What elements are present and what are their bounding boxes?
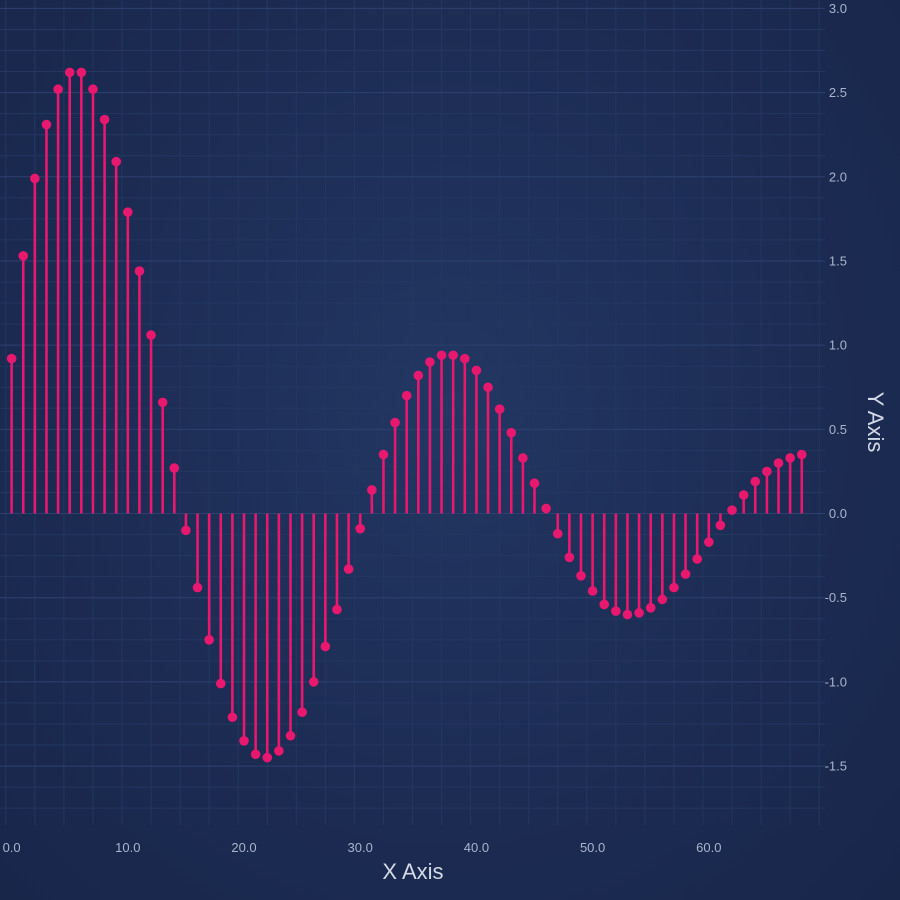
stem-marker (239, 736, 249, 746)
stem-marker (169, 463, 180, 473)
stem-marker (785, 453, 795, 463)
stem-marker (599, 599, 610, 610)
stem-marker (471, 365, 482, 376)
stem-marker (518, 453, 528, 463)
stem-marker (355, 523, 366, 534)
stem-marker (762, 466, 772, 477)
stem-marker (773, 458, 784, 468)
stem-marker (111, 156, 121, 167)
y-tick-label: -1.0 (825, 674, 847, 689)
stem-marker (320, 641, 331, 652)
stem-marker (332, 604, 342, 615)
stem-marker (413, 370, 424, 381)
stem-marker (494, 404, 505, 414)
stem-marker (146, 330, 156, 340)
y-tick-label: -1.5 (825, 759, 847, 774)
y-tick-label: 0.0 (829, 506, 847, 521)
stem-marker (692, 554, 702, 564)
stem-marker (30, 173, 40, 184)
stem-marker (634, 608, 644, 618)
y-tick-label: -0.5 (825, 590, 847, 605)
stem-marker (192, 582, 203, 593)
stem-marker (425, 357, 435, 367)
stem-marker (343, 564, 354, 574)
stem-marker (378, 449, 389, 460)
x-tick-label: 50.0 (580, 840, 605, 855)
stem-marker (99, 114, 110, 125)
stem-marker (134, 266, 145, 276)
x-tick-label: 0.0 (3, 840, 21, 855)
stem-marker (715, 520, 726, 531)
stem-marker (727, 505, 737, 515)
stem-marker (367, 485, 377, 495)
stem-marker (53, 84, 63, 95)
x-axis-title: X Axis (382, 859, 443, 884)
x-tick-label: 60.0 (696, 840, 721, 855)
stem-marker (738, 490, 749, 500)
stem-marker (669, 582, 679, 593)
stem-marker (157, 397, 168, 408)
stem-marker (622, 609, 633, 620)
stem-marker (483, 382, 493, 393)
stem-marker (704, 537, 714, 547)
stem-marker (552, 528, 563, 539)
x-tick-label: 20.0 (231, 840, 256, 855)
stem-marker (564, 552, 575, 563)
stem-marker (227, 712, 238, 723)
x-axis-ticks: 0.0 10.0 20.0 30.0 40.0 50.0 60.0 (3, 840, 722, 855)
x-tick-label: 40.0 (464, 840, 489, 855)
y-axis-title: Y Axis (863, 392, 888, 453)
stem-marker (41, 119, 52, 130)
stem-marker (541, 503, 551, 514)
series-stems (6, 67, 807, 763)
y-tick-label: 1.0 (829, 338, 847, 353)
stem-marker (285, 730, 296, 741)
x-tick-label: 30.0 (348, 840, 373, 855)
stem-marker (76, 67, 87, 78)
stem-marker (297, 707, 307, 717)
stem-marker (401, 390, 412, 401)
stem-marker (459, 353, 470, 364)
stem-marker (611, 606, 621, 616)
y-tick-label: 0.5 (829, 422, 847, 437)
stem-marker (448, 350, 458, 361)
stem-marker (18, 251, 29, 261)
stem-marker (64, 67, 75, 78)
stem-marker (506, 427, 517, 438)
y-tick-label: 1.5 (829, 253, 847, 268)
stem-marker (181, 525, 191, 536)
stem-marker (680, 569, 691, 579)
stem-marker (308, 677, 319, 687)
stem-marker (88, 84, 98, 95)
stem-marker (6, 353, 17, 364)
stem-marker (576, 571, 586, 581)
y-tick-label: 2.5 (829, 85, 847, 100)
stem-marker (657, 594, 668, 605)
stem-marker (750, 476, 761, 487)
y-axis-ticks: -1.5 -1.0 -0.5 0.0 0.5 1.0 1.5 2.0 2.5 3.0 (825, 1, 847, 774)
stem-marker (436, 350, 447, 361)
x-tick-label: 10.0 (115, 840, 140, 855)
stem-marker (796, 449, 807, 460)
stem-marker (204, 634, 214, 645)
stem-marker (390, 417, 400, 428)
stem-marker (250, 749, 261, 760)
stem-marker (587, 586, 598, 596)
stem-marker (645, 603, 656, 613)
y-tick-label: 2.0 (829, 169, 847, 184)
y-tick-label: 3.0 (829, 1, 847, 16)
stem-marker (123, 207, 133, 217)
stem-marker (274, 746, 284, 756)
grid (0, 0, 825, 825)
stem-marker (215, 678, 226, 689)
stem-marker (529, 478, 540, 489)
stem-marker (262, 752, 273, 763)
